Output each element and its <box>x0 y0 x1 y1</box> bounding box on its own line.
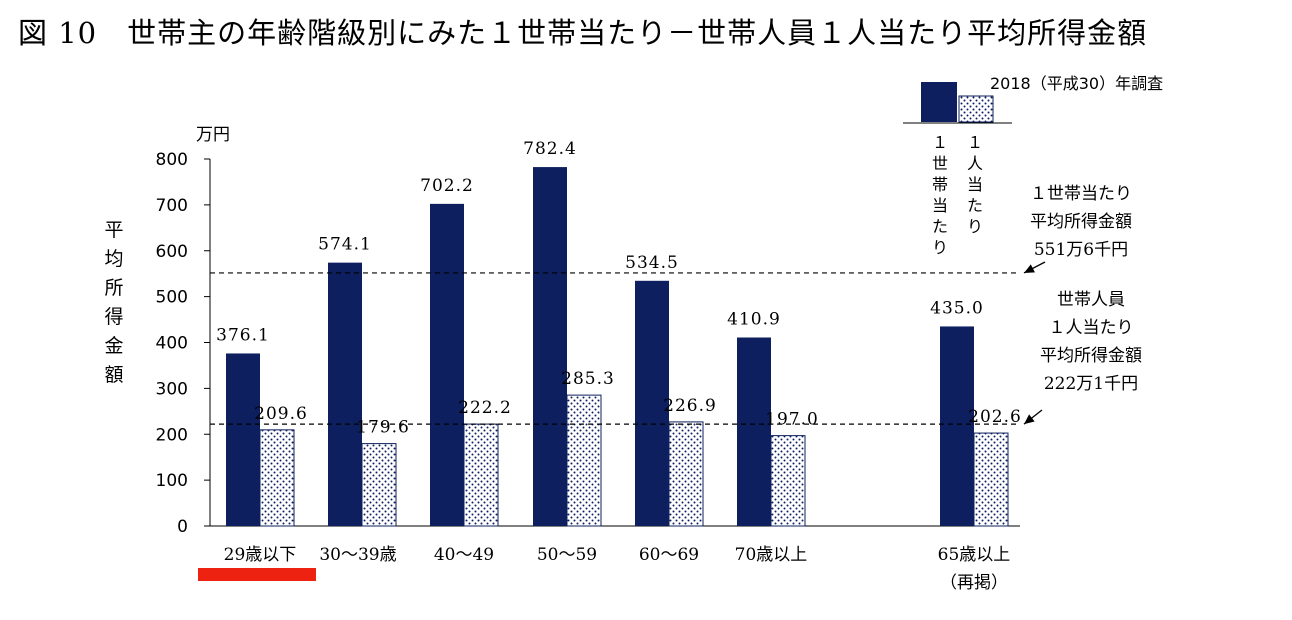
x-tick-label: 40～49 <box>434 545 494 565</box>
bar-household <box>430 203 464 526</box>
x-tick-label: 60～69 <box>639 545 699 565</box>
data-label-per-person: 197.0 <box>765 410 819 430</box>
y-axis-label-char: 金 <box>104 335 124 357</box>
reference-annotation-line: １世帯当たり <box>1030 184 1132 204</box>
legend-label-char: 世 <box>931 154 948 173</box>
reference-annotation-line: 平均所得金額 <box>1030 212 1132 232</box>
bar-household <box>737 337 771 526</box>
bar-per-person <box>259 429 295 527</box>
y-axis-unit: 万円 <box>196 125 230 145</box>
bar-per-person <box>463 423 499 527</box>
data-label-household: 534.5 <box>625 253 679 273</box>
data-label-household: 782.4 <box>523 139 577 159</box>
data-label-household: 410.9 <box>727 309 781 329</box>
y-axis-label-char: 額 <box>104 364 124 386</box>
y-tick-label: 500 <box>156 288 188 308</box>
reference-annotation-line: 222万1千円 <box>1043 374 1139 394</box>
y-tick-label: 400 <box>156 334 188 354</box>
x-tick-label: 29歳以下 <box>224 545 297 565</box>
legend-label-char: 当 <box>966 175 983 194</box>
y-tick-label: 200 <box>156 425 188 445</box>
data-label-household: 574.1 <box>318 235 372 255</box>
reference-arrowhead <box>1024 414 1035 425</box>
bar-household <box>533 167 567 526</box>
y-tick-label: 300 <box>156 379 188 399</box>
highlight-marker <box>198 568 316 581</box>
y-tick-label: 800 <box>156 150 188 170</box>
reference-arrowhead <box>1024 264 1035 273</box>
y-tick-label: 700 <box>156 196 188 216</box>
x-tick-label: 30～39歳 <box>319 545 396 565</box>
legend-label-char: 人 <box>966 154 983 173</box>
reference-annotation-line: 551万6千円 <box>1033 240 1129 260</box>
data-label-household: 376.1 <box>216 325 270 345</box>
y-axis-label: 平均所得金額 <box>102 216 126 390</box>
legend-label-char: １ <box>931 133 948 152</box>
y-axis-label-char: 平 <box>104 219 124 241</box>
data-label-per-person: 209.6 <box>254 404 308 424</box>
x-tick-label: 65歳以上 <box>938 545 1011 565</box>
legend-label-char: た <box>966 196 983 215</box>
y-tick-label: 0 <box>177 517 188 537</box>
bar-per-person <box>361 443 397 527</box>
data-label-per-person: 179.6 <box>356 418 410 438</box>
legend-label-char: １ <box>966 133 983 152</box>
legend-label-char: た <box>931 217 948 236</box>
bar-household <box>635 280 669 526</box>
legend-label-per-household: １ 世帯当たり <box>929 132 951 258</box>
data-label-household: 702.2 <box>420 176 474 196</box>
data-label-per-person: 202.6 <box>968 407 1022 427</box>
y-tick-label: 600 <box>156 242 188 262</box>
chart-title: 図 10 世帯主の年齢階級別にみた１世帯当たり－世帯人員１人当たり平均所得金額 <box>18 16 1148 50</box>
reference-annotation-household: １世帯当たり 平均所得金額 551万6千円 <box>1030 180 1132 264</box>
legend-label-char: 当 <box>931 196 948 215</box>
bar-household <box>226 353 260 526</box>
y-tick-label: 100 <box>156 471 188 491</box>
y-axis-label-char: 所 <box>104 277 124 299</box>
reference-annotation-line: １人当たり <box>1048 318 1134 338</box>
legend-label-char: 帯 <box>931 175 948 194</box>
x-tick-label-sub: （再掲） <box>940 573 1008 593</box>
bar-per-person <box>770 435 806 527</box>
reference-annotation-person: 世帯人員 １人当たり平均所得金額 222万1千円 <box>1040 286 1142 398</box>
data-label-per-person: 222.2 <box>458 398 512 418</box>
x-tick-label: 70歳以上 <box>735 545 808 565</box>
legend-survey-label: 2018（平成30）年調査 <box>990 74 1164 93</box>
data-label-per-person: 285.3 <box>561 369 615 389</box>
data-label-household: 435.0 <box>930 298 984 318</box>
data-label-per-person: 226.9 <box>663 396 717 416</box>
bar-household <box>328 262 362 526</box>
legend-label-per-person: １ 人当たり <box>964 132 986 237</box>
reference-annotation-line: 世帯人員 <box>1057 290 1125 310</box>
bar-per-person <box>668 421 704 527</box>
legend-swatch-household <box>921 82 957 122</box>
bar-per-person <box>973 432 1009 527</box>
legend-label-char: り <box>966 217 983 236</box>
x-tick-label: 50～59 <box>537 545 597 565</box>
reference-annotation-line: 平均所得金額 <box>1040 346 1142 366</box>
y-axis-label-char: 均 <box>104 248 124 270</box>
bar-per-person <box>566 394 602 527</box>
legend-label-char: り <box>931 238 948 257</box>
legend-swatch-per-person <box>958 95 994 123</box>
bar-household <box>940 326 974 526</box>
y-axis-label-char: 得 <box>104 306 124 328</box>
